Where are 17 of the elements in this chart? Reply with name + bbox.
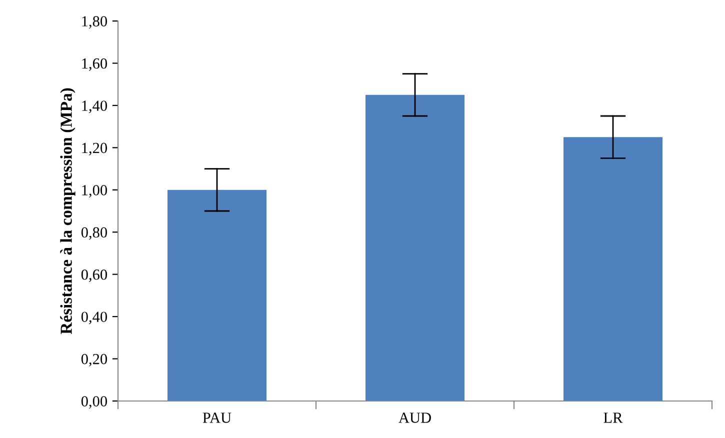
y-tick-label: 0,40	[81, 312, 107, 324]
y-tick-label: 1,00	[82, 185, 107, 198]
y-tick-label: 1,80	[82, 16, 107, 29]
bar	[366, 94, 464, 401]
y-tick-label: 0,00	[81, 396, 107, 409]
y-tick-label: 0,80	[81, 227, 107, 240]
bar	[564, 137, 662, 401]
x-tick-label: PAU	[202, 412, 232, 423]
y-tick-label: 1,60	[82, 58, 107, 71]
y-axis-title: Résistance à la compression (MPa)	[60, 88, 76, 334]
x-tick-label: LR	[604, 412, 623, 423]
y-tick-label: 1,40	[82, 100, 107, 114]
y-tick-label: 0,60	[81, 269, 107, 282]
y-tick-label: 0,20	[81, 354, 107, 366]
x-tick-label: AUD	[398, 412, 431, 423]
bar	[168, 190, 266, 401]
y-tick-label: 1,20	[82, 142, 107, 156]
